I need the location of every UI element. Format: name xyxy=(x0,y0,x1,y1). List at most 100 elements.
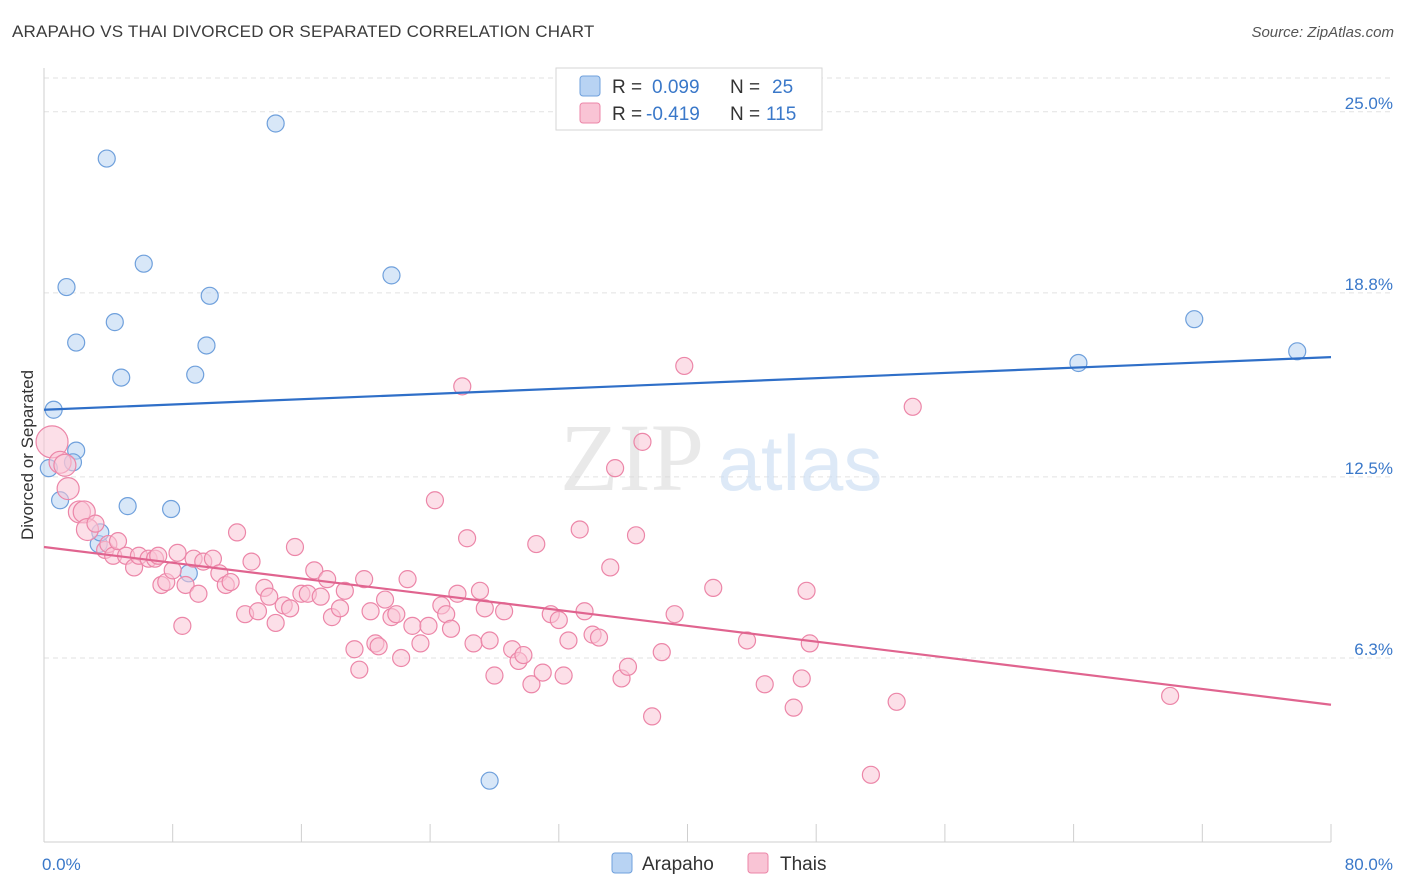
data-point-thais xyxy=(652,643,671,662)
data-point-thais xyxy=(173,616,192,635)
data-point-thais xyxy=(375,590,395,609)
chart-source: Source: ZipAtlas.com xyxy=(1251,24,1394,41)
data-point-thais xyxy=(458,529,477,548)
data-point-arapaho xyxy=(1288,342,1307,361)
data-point-thais xyxy=(335,581,354,600)
legend-bottom-swatch-thais xyxy=(747,852,769,874)
legend-r-value-arapaho: 0.099 xyxy=(652,77,700,98)
data-point-arapaho xyxy=(266,114,285,133)
data-point-thais xyxy=(784,698,803,717)
data-point-thais xyxy=(425,491,445,510)
data-point-thais xyxy=(514,645,533,665)
data-point-thais xyxy=(797,581,816,600)
y-tick-label: 18.8% xyxy=(1345,275,1393,294)
data-point-thais xyxy=(704,578,723,597)
data-point-thais xyxy=(86,514,105,533)
axis-ticks: 25.0% 18.8% 12.5% 6.3% 0.0% 80.0% xyxy=(42,94,1393,874)
legend-swatch-arapaho xyxy=(579,75,601,97)
data-point-thais xyxy=(53,453,77,477)
data-point-arapaho xyxy=(161,499,181,519)
data-point-thais xyxy=(419,616,438,635)
data-point-thais xyxy=(305,561,324,580)
data-point-thais xyxy=(549,610,568,630)
data-point-thais xyxy=(589,628,609,647)
data-point-thais xyxy=(485,666,504,685)
data-point-arapaho xyxy=(97,149,116,168)
data-point-thais xyxy=(285,537,305,557)
trend-lines xyxy=(43,356,1332,706)
data-point-thais xyxy=(643,707,662,726)
data-point-thais xyxy=(281,599,300,618)
data-point-thais xyxy=(350,660,369,679)
trend-line-thais xyxy=(43,545,1332,706)
data-point-arapaho xyxy=(57,277,76,297)
y-tick-label: 12.5% xyxy=(1345,459,1393,478)
data-point-thais xyxy=(441,619,461,638)
data-point-arapaho xyxy=(134,254,153,273)
data-point-arapaho xyxy=(1069,353,1088,373)
data-point-thais xyxy=(475,599,494,618)
data-point-thais xyxy=(480,631,499,650)
data-point-thais xyxy=(527,534,546,554)
data-point-arapaho xyxy=(67,333,86,352)
data-point-thais xyxy=(522,675,541,694)
legend-swatch-thais xyxy=(579,102,601,124)
data-point-thais xyxy=(575,602,594,621)
data-point-thais xyxy=(227,523,247,542)
data-point-thais xyxy=(318,570,337,589)
data-point-thais xyxy=(248,602,268,621)
data-point-thais xyxy=(369,637,388,656)
data-point-arapaho xyxy=(480,771,499,790)
data-point-arapaho xyxy=(118,497,137,516)
data-point-thais xyxy=(176,575,195,595)
data-point-arapaho xyxy=(112,368,131,387)
data-point-thais xyxy=(108,532,128,551)
data-point-thais xyxy=(387,605,406,624)
data-points xyxy=(35,114,1307,790)
watermark-zip: ZIP xyxy=(560,404,704,511)
data-point-thais xyxy=(168,543,187,562)
legend-r-label-thais: R = xyxy=(612,104,642,125)
data-point-thais xyxy=(665,605,684,624)
watermark-atlas: atlas xyxy=(718,419,883,507)
watermark: ZIP atlas xyxy=(560,404,882,511)
legend-bottom-label-thais: Thais xyxy=(780,854,826,875)
data-point-thais xyxy=(755,675,774,694)
data-point-thais xyxy=(559,631,578,650)
data-point-thais xyxy=(800,634,819,653)
data-point-thais xyxy=(403,616,422,635)
data-point-thais xyxy=(392,648,411,668)
data-point-thais xyxy=(398,570,417,589)
data-point-arapaho xyxy=(1185,310,1204,329)
data-point-thais xyxy=(792,669,811,688)
data-point-thais xyxy=(1161,686,1180,706)
data-point-thais xyxy=(56,476,80,501)
data-point-arapaho xyxy=(200,286,219,305)
data-point-thais xyxy=(361,602,380,621)
data-point-thais xyxy=(311,587,330,606)
data-point-thais xyxy=(606,459,625,478)
data-point-arapaho xyxy=(197,336,216,355)
data-point-arapaho xyxy=(382,266,401,285)
data-point-thais xyxy=(189,584,208,603)
series-thais-points xyxy=(35,356,1180,784)
data-point-thais xyxy=(737,631,757,650)
data-point-thais xyxy=(266,613,285,633)
legend-n-value-arapaho: 25 xyxy=(772,77,793,98)
data-point-thais xyxy=(411,634,430,653)
data-point-thais xyxy=(903,397,922,416)
data-point-thais xyxy=(633,432,652,451)
data-point-thais xyxy=(887,692,906,711)
legend-n-label-arapaho: N = xyxy=(730,77,760,98)
y-tick-label: 25.0% xyxy=(1345,94,1393,113)
data-point-thais xyxy=(453,377,472,396)
data-point-thais xyxy=(533,663,552,682)
legend-n-value-thais: 115 xyxy=(766,104,796,125)
data-point-thais xyxy=(626,526,646,545)
data-point-thais xyxy=(355,570,374,589)
x-tick-label: 80.0% xyxy=(1345,855,1393,874)
data-point-thais xyxy=(221,572,240,592)
series-legend: Arapaho Thais xyxy=(611,852,826,875)
data-point-thais xyxy=(861,765,880,784)
